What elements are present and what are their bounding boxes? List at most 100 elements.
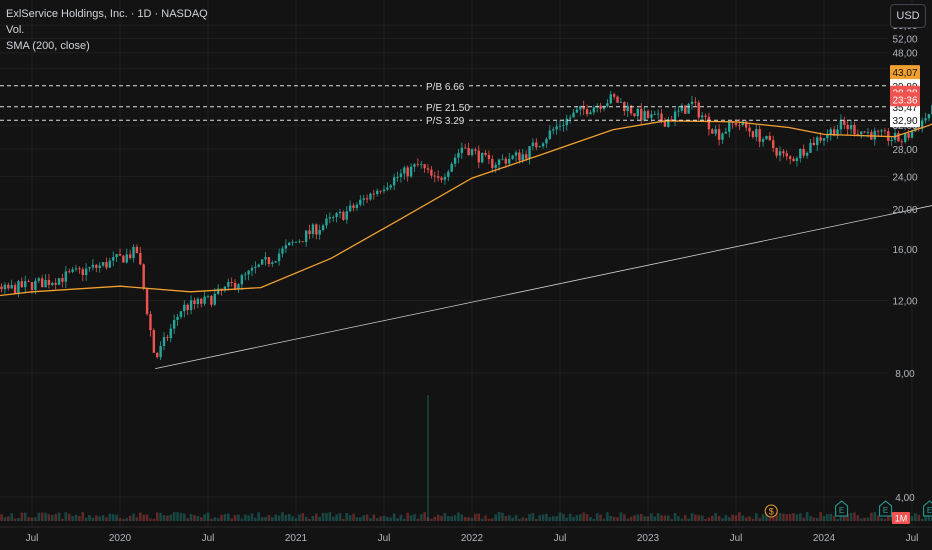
volume-tag: 1M	[895, 514, 908, 524]
volume-bar	[914, 513, 917, 521]
volume-bar	[287, 513, 291, 521]
valuation-levels[interactable]: P/B 6.66 P/E 21.50 P/S 3.29	[0, 77, 888, 127]
trendline[interactable]	[155, 47, 932, 370]
candle-body	[694, 101, 697, 103]
candle-body	[900, 141, 904, 143]
candle-body	[541, 143, 545, 147]
volume-bar	[778, 513, 782, 521]
dividend-marker[interactable]	[764, 504, 778, 518]
event-markers[interactable]: EEEEEEEE$E	[764, 500, 932, 518]
candle-body	[849, 125, 853, 130]
volume-bar	[731, 514, 734, 521]
candle-body	[40, 278, 44, 288]
level-label-1: P/E 21.50	[426, 103, 470, 114]
candle-body	[555, 126, 558, 130]
volume-bar	[663, 515, 667, 521]
sma-indicator-label[interactable]: SMA (200, close)	[6, 40, 90, 52]
candle-body	[108, 260, 112, 268]
volume-indicator-label[interactable]: Vol.	[6, 24, 25, 36]
earnings-marker-1[interactable]	[879, 500, 893, 517]
volume-bar	[677, 516, 680, 521]
candle-body	[233, 282, 237, 290]
volume-bar	[413, 514, 416, 521]
volume-bar	[758, 518, 761, 521]
volume-bar	[101, 515, 105, 521]
candle-body	[575, 109, 579, 113]
volume-bar	[84, 517, 88, 521]
candle-body	[714, 129, 717, 134]
candle-body	[589, 112, 592, 115]
chart-legend: ExlService Holdings, Inc. · 1D · NASDAQ …	[6, 6, 208, 54]
volume-bar	[13, 518, 17, 521]
candle-body	[653, 114, 656, 116]
candle-body	[782, 151, 785, 154]
volume-bar	[34, 517, 37, 521]
candle-body	[162, 337, 166, 347]
candle-body	[68, 271, 71, 273]
volume-bar	[284, 514, 288, 521]
volume-bar	[707, 517, 711, 521]
candle-body	[684, 105, 687, 114]
earnings-marker-2[interactable]	[923, 500, 932, 517]
volume-bar	[744, 517, 748, 521]
candle-body	[372, 193, 376, 195]
candle-body	[189, 300, 193, 311]
candle-body	[609, 94, 612, 104]
candle-body	[643, 111, 646, 121]
volume-bar	[199, 517, 203, 521]
candle-body	[501, 158, 504, 160]
candle-body	[230, 282, 233, 283]
candle-body	[335, 213, 338, 218]
level-label-bg-2	[422, 112, 466, 127]
y-tick-label-10: 52,00	[892, 34, 917, 45]
volume-bar	[389, 517, 393, 521]
candle-body	[254, 266, 257, 269]
candle-body	[650, 114, 653, 118]
volume-bar	[460, 514, 464, 521]
volume-bar	[555, 516, 558, 521]
volume-bar	[507, 515, 511, 521]
volume-bar	[870, 512, 873, 521]
volume-bar	[359, 517, 362, 521]
candle-body	[210, 295, 213, 305]
candle-body	[176, 316, 179, 320]
x-tick-label-2: Jul	[202, 533, 215, 544]
volume-bar	[362, 515, 365, 521]
candle-body	[805, 152, 809, 156]
support-trendline[interactable]	[155, 47, 932, 370]
volume-bar	[775, 512, 778, 521]
volume-bar	[61, 518, 64, 521]
volume-bar	[379, 516, 382, 521]
candle-body	[890, 139, 893, 142]
volume-bar	[382, 515, 386, 521]
candle-body	[44, 279, 47, 288]
y-tick-label-3: 16,00	[892, 245, 917, 256]
candle-body	[626, 105, 629, 112]
volume-bars	[0, 395, 932, 521]
symbol-title[interactable]: ExlService Holdings, Inc. · 1D · NASDAQ	[6, 8, 208, 20]
volume-bar	[565, 517, 569, 521]
earnings-marker-0[interactable]	[835, 500, 849, 517]
currency-button[interactable]: USD	[890, 4, 926, 28]
level-label-2: P/S 3.29	[426, 116, 465, 127]
volume-bar	[741, 515, 745, 521]
candle-body	[673, 111, 677, 121]
candle-body	[30, 281, 34, 290]
volume-bar	[105, 517, 108, 521]
volume-bar	[595, 513, 599, 521]
volume-bar	[521, 517, 525, 521]
candle-body	[61, 278, 64, 282]
candle-body	[670, 119, 673, 121]
candle-body	[772, 140, 775, 149]
candle-body	[420, 164, 423, 166]
volume-bar	[738, 512, 741, 521]
candle-body	[846, 124, 849, 130]
candle-body	[758, 129, 761, 142]
candle-body	[636, 108, 640, 117]
time-axis[interactable]: Jul2020Jul2021Jul2022Jul2023Jul2024Jul20…	[0, 526, 932, 544]
volume-bar	[755, 513, 758, 521]
volume-bar	[7, 516, 10, 521]
candle-body	[196, 298, 200, 305]
volume-bar	[497, 512, 501, 521]
